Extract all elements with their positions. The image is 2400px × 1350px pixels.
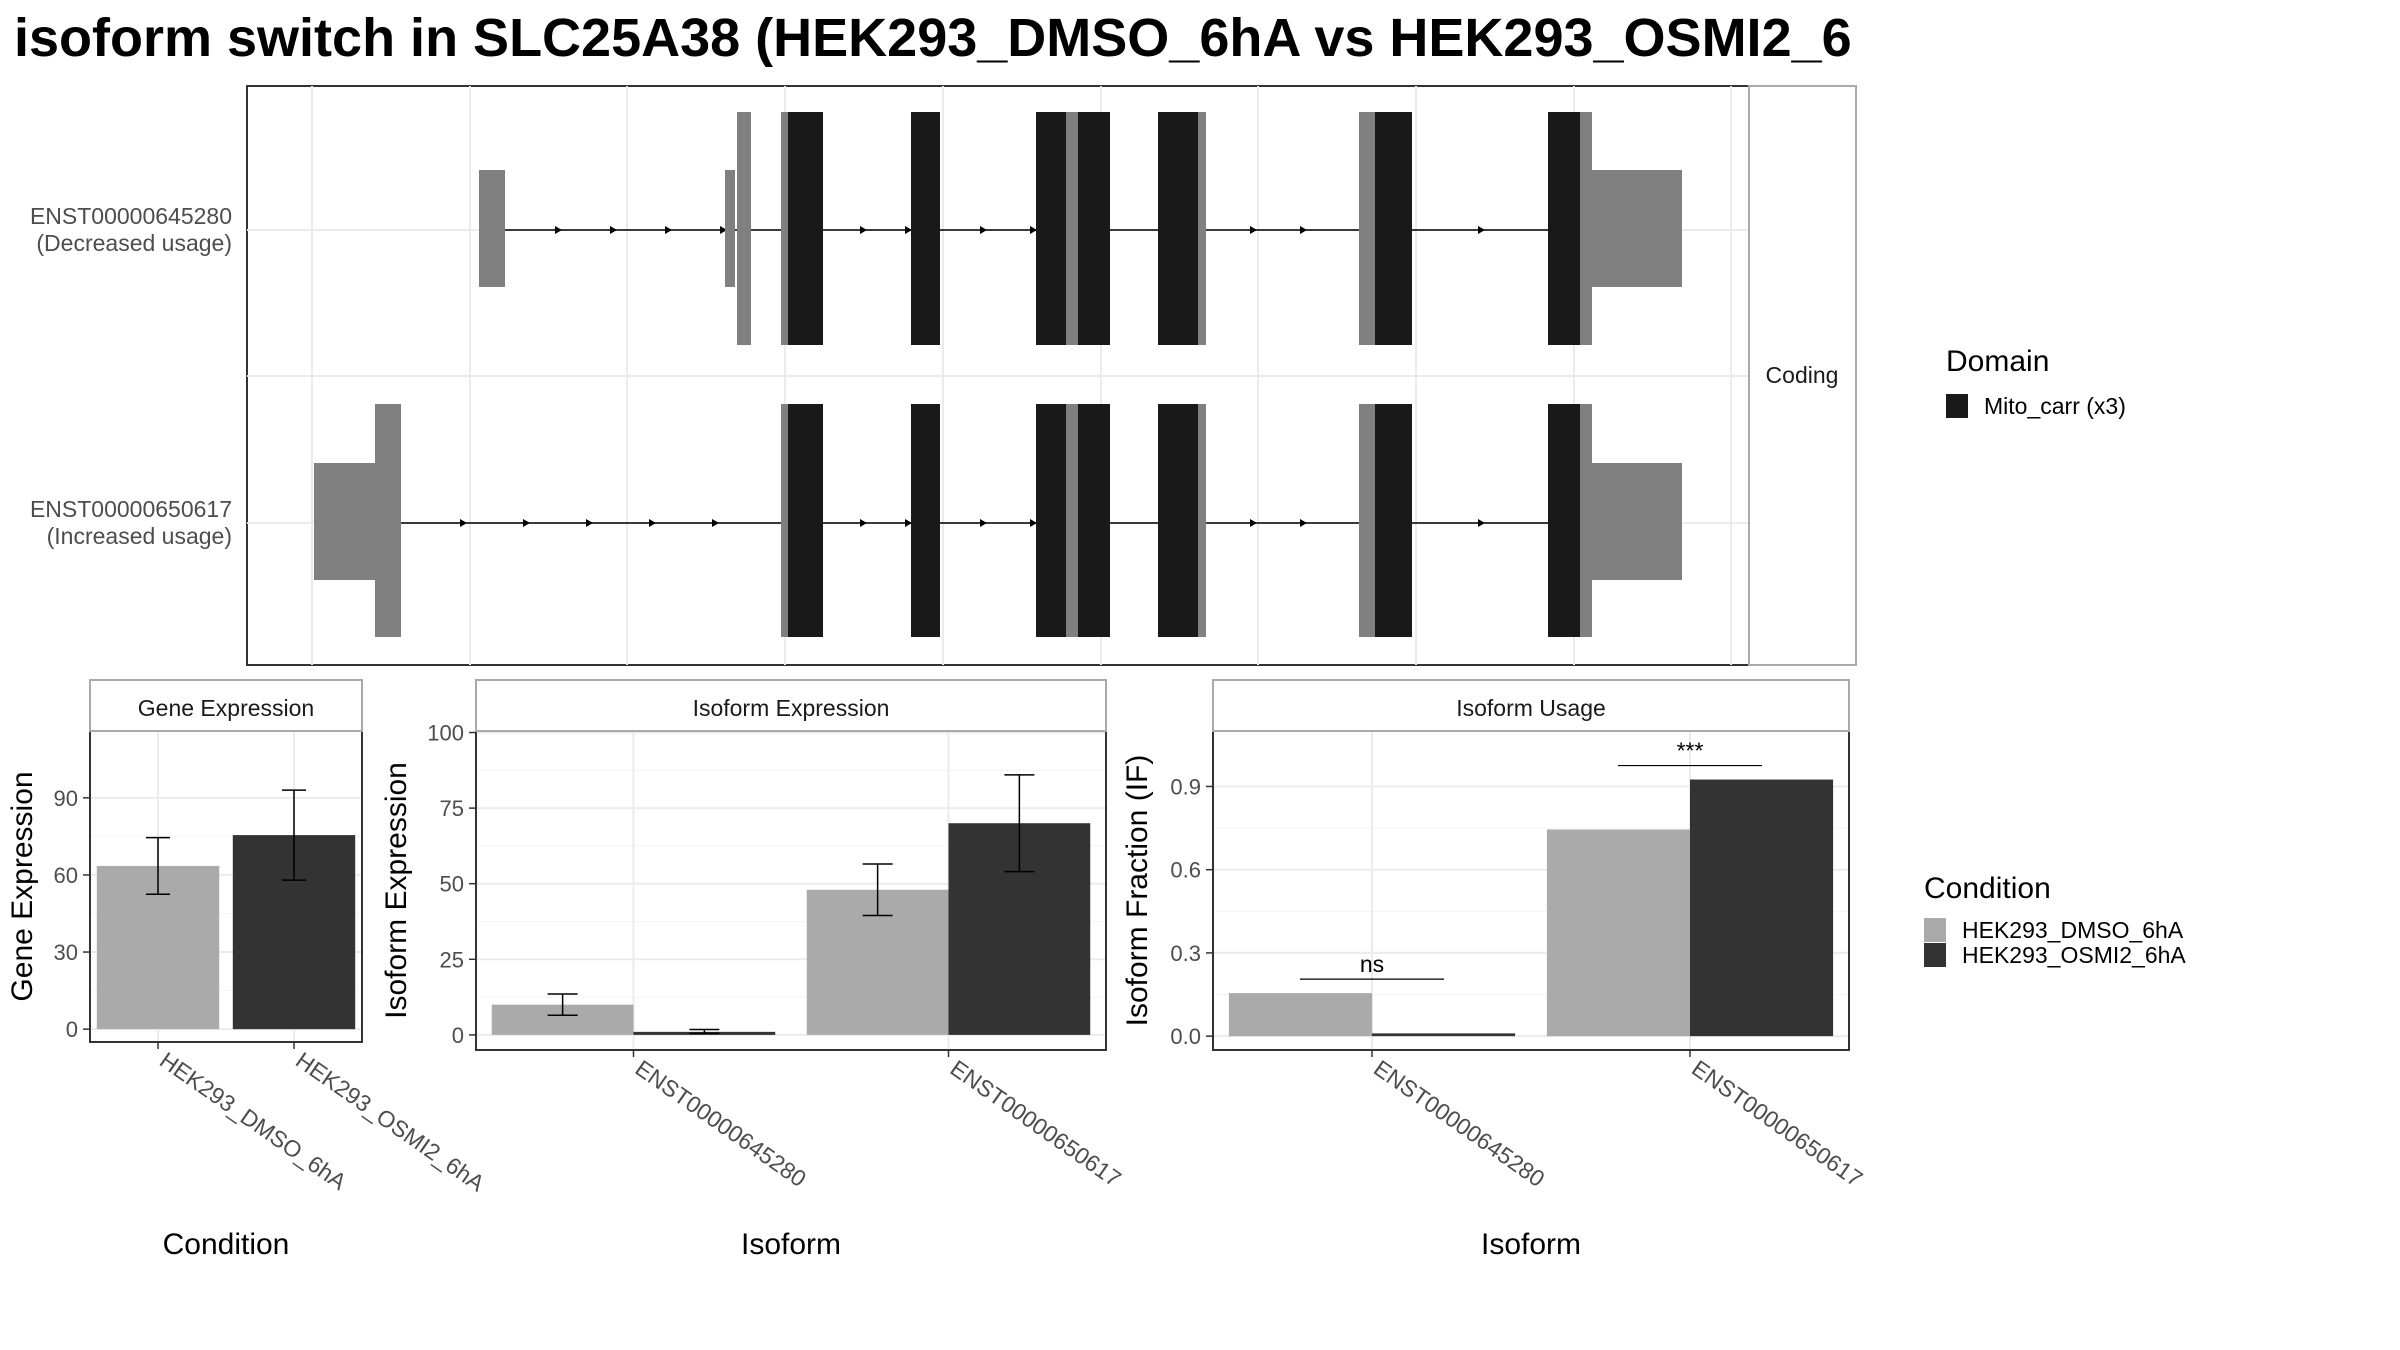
x-tick-label: ENST00000650617	[1687, 1055, 1867, 1192]
x-tick-label: ENST00000645280	[631, 1055, 811, 1192]
facet-label: Coding	[1766, 362, 1839, 388]
transcript-track-2	[314, 404, 1682, 637]
y-tick-label: 90	[54, 786, 78, 811]
error-bar	[547, 993, 578, 1016]
panel-title: Gene Expression	[138, 695, 314, 721]
y-tick-label: 0	[452, 1023, 464, 1048]
y-tick-label: 60	[54, 863, 78, 888]
y-tick-label: 30	[54, 940, 78, 965]
error-bar	[282, 789, 306, 881]
transcript-label-1: ENST00000645280	[30, 203, 232, 229]
transcript-track-1	[479, 112, 1682, 345]
bar-ENST00000645280-HEK293_OSMI2_6hA	[1372, 1033, 1516, 1037]
panel-strip	[1212, 679, 1850, 732]
bar-ENST00000645280-HEK293_DMSO_6hA	[1228, 993, 1372, 1037]
x-axis: ENST00000645280 ENST00000650617	[1369, 1050, 1868, 1192]
transcript-sublabel-1: (Decreased usage)	[36, 230, 232, 256]
bar-ENST00000650617-HEK293_OSMI2_6hA	[1690, 779, 1834, 1037]
isoform-expression-panel: Isoform Expression 0 25 50 75 100 ENST00000645…	[380, 679, 1126, 1261]
significance-label: ns	[1360, 951, 1384, 977]
domain-legend-key	[1946, 394, 1968, 418]
x-axis-title: Isoform	[741, 1228, 841, 1261]
y-tick-label: 50	[440, 872, 464, 897]
y-axis-title: Isoform Expression	[380, 762, 413, 1019]
y-tick-label: 0.0	[1170, 1024, 1201, 1049]
y-axis: 0 25 50 75 100	[427, 721, 476, 1048]
condition-legend-label-2: HEK293_OSMI2_6hA	[1962, 942, 2186, 968]
facet-strip	[1748, 85, 1857, 666]
transcript-structure-panel: Coding ENST00000645280 (Decreased usage)…	[30, 85, 2126, 666]
y-tick-label: 75	[440, 796, 464, 821]
x-axis-title: Isoform	[1481, 1228, 1581, 1261]
significance-label: ***	[1677, 738, 1704, 764]
panel-strip	[475, 679, 1107, 732]
y-tick-label: 100	[427, 721, 464, 746]
domain-exons	[788, 404, 1580, 637]
error-bar	[862, 863, 893, 917]
intron-arrows	[555, 226, 1485, 234]
isoform-usage-panel: ns *** Isoform Usage 0.0 0.3 0.6 0.9 ENST000006…	[1121, 679, 1868, 1261]
transcript-sublabel-2: (Increased usage)	[47, 523, 232, 549]
panel-title: Isoform Usage	[1456, 695, 1606, 721]
condition-legend-title: Condition	[1924, 872, 2051, 905]
x-tick-label: ENST00000645280	[1369, 1055, 1549, 1192]
panel-strip	[89, 679, 363, 732]
y-tick-label: 0.9	[1170, 774, 1201, 799]
y-tick-label: 0	[66, 1017, 78, 1042]
y-axis-title: Isoform Fraction (IF)	[1121, 755, 1154, 1027]
condition-legend-label-1: HEK293_DMSO_6hA	[1962, 917, 2184, 943]
domain-legend-title: Domain	[1946, 345, 2049, 378]
domain-legend-label: Mito_carr (x3)	[1984, 393, 2126, 419]
y-tick-label: 25	[440, 947, 464, 972]
y-axis: 0 30 60 90	[54, 786, 90, 1042]
intron-arrows	[460, 519, 1485, 527]
y-axis: 0.0 0.3 0.6 0.9	[1170, 774, 1213, 1049]
condition-legend-key-2	[1924, 943, 1946, 967]
x-axis-title: Condition	[163, 1228, 290, 1261]
y-tick-label: 0.6	[1170, 858, 1201, 883]
gene-expression-panel: Gene Expression 0 30 60 90 HEK293_DMSO_6hAHEK…	[6, 679, 490, 1261]
bars: ns ***	[1228, 738, 1834, 1037]
transcript-label-2: ENST00000650617	[30, 496, 232, 522]
y-axis-title: Gene Expression	[6, 771, 39, 1001]
panel-title: Isoform Expression	[693, 695, 890, 721]
error-bar	[146, 836, 170, 895]
error-bar	[1004, 774, 1035, 873]
condition-legend-key-1	[1924, 918, 1946, 942]
x-axis: ENST00000645280 ENST00000650617	[631, 1050, 1126, 1192]
bar-ENST00000650617-HEK293_DMSO_6hA	[1546, 829, 1690, 1037]
y-tick-label: 0.3	[1170, 941, 1201, 966]
domain-exons	[788, 112, 1580, 345]
error-bar	[689, 1028, 720, 1035]
figure-title: isoform switch in SLC25A38 (HEK293_DMSO_…	[14, 8, 1852, 68]
x-tick-label: ENST00000650617	[946, 1055, 1126, 1192]
condition-legend: Condition HEK293_DMSO_6hA HEK293_OSMI2_6…	[1924, 872, 2186, 968]
bars	[491, 774, 1091, 1035]
bars	[96, 789, 356, 1030]
